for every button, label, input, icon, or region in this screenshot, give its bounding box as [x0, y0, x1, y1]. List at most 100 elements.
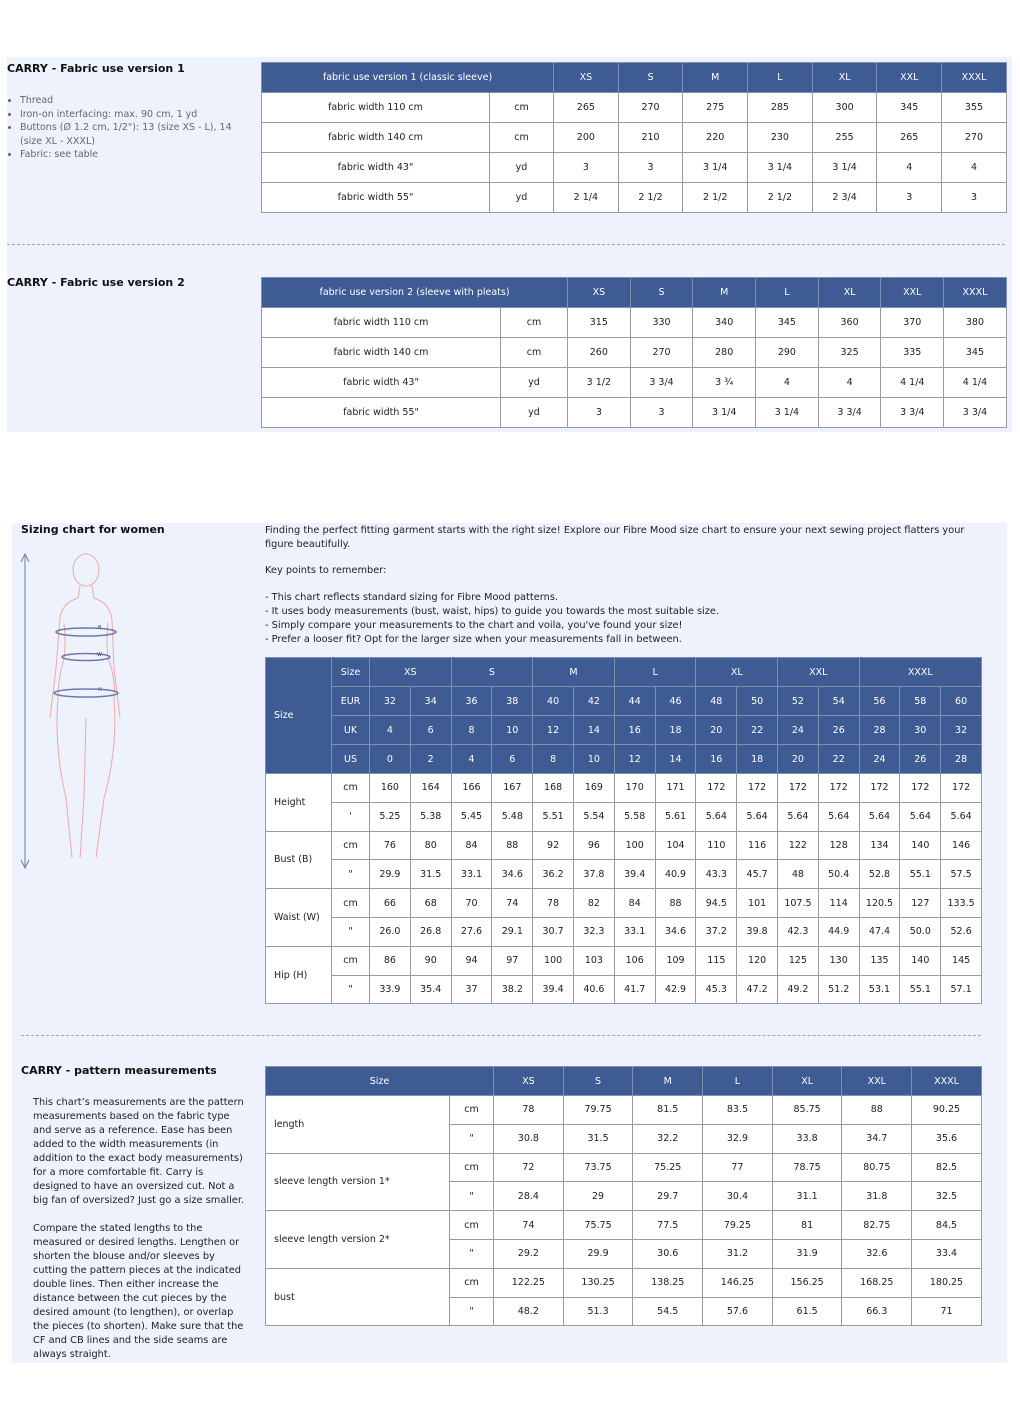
value: 71: [911, 1296, 982, 1327]
row-label: fabric width 140 cm: [261, 122, 490, 153]
unit: ": [331, 916, 370, 947]
value: 31.1: [771, 1181, 843, 1212]
value: 32.5: [911, 1181, 982, 1212]
value: 340: [692, 307, 757, 338]
value: 39.4: [613, 859, 656, 890]
value: 3: [629, 397, 694, 428]
size-header: L: [747, 62, 813, 93]
section-title: CARRY - Fabric use version 1: [7, 62, 185, 75]
value: 86: [369, 945, 411, 976]
size-header: M: [632, 1066, 704, 1096]
key-points: - This chart reflects standard sizing fo…: [265, 591, 980, 647]
value: 146.25: [702, 1267, 773, 1298]
row: " 33.9 35.4 37 38.2 39.4 40.6 41.7 42.9 45.3 47.2 4…: [266, 974, 982, 1005]
value: 27.6: [450, 916, 493, 947]
value: 39.8: [736, 916, 779, 947]
value: 330: [629, 307, 694, 338]
size-header: M: [682, 62, 749, 93]
value: 34.7: [841, 1123, 913, 1154]
value: 97: [491, 945, 534, 976]
key-point: - Simply compare your measurements to th…: [265, 620, 683, 631]
value: 72: [493, 1152, 564, 1183]
value: 4: [876, 152, 943, 183]
row: fabric width 140 cm cm 260 270 280 290 325 335 3…: [261, 337, 1007, 368]
value: 4: [755, 367, 819, 398]
value: 74: [493, 1210, 564, 1240]
system-value: 42: [573, 686, 615, 716]
value: 285: [747, 92, 813, 123]
waist-line: [61, 652, 111, 662]
section-title: Sizing chart for women: [21, 523, 165, 536]
unit: cm: [448, 1095, 495, 1125]
paragraph: This chart’s measurements are the patter…: [33, 1097, 245, 1206]
value: 80: [409, 830, 452, 861]
system-value: 28: [940, 744, 982, 774]
value: 5.45: [450, 801, 493, 832]
value: 5.25: [369, 801, 411, 832]
key-point: - It uses body measurements (bust, waist…: [265, 606, 720, 617]
value: 30.7: [532, 916, 574, 947]
value: 2 1/2: [747, 182, 813, 213]
value: 66.3: [841, 1296, 913, 1327]
value: 122.25: [493, 1267, 564, 1298]
value: 5.64: [695, 801, 738, 832]
value: 32.2: [632, 1123, 704, 1154]
system-value: 52: [777, 686, 819, 716]
value: 116: [736, 830, 779, 861]
value: 29.9: [562, 1238, 634, 1269]
figure-label: W: [97, 652, 102, 658]
system-name: US: [331, 744, 370, 774]
value: 35.6: [911, 1123, 982, 1154]
value: 100: [532, 945, 574, 976]
value: 48.2: [493, 1296, 564, 1327]
value: 120.5: [858, 888, 901, 918]
value: 138.25: [632, 1267, 704, 1298]
value: 265: [876, 122, 943, 153]
list-item: Fabric: see table: [20, 148, 255, 162]
row: sleeve length version 2* cm 74 75.75 77.5 79.…: [265, 1210, 982, 1269]
system-value: 40: [532, 686, 574, 716]
system-value: 50: [736, 686, 779, 716]
value: 84.5: [911, 1210, 982, 1240]
system-value: 26: [817, 715, 860, 745]
divider: [21, 1035, 981, 1036]
value: 42.3: [777, 916, 819, 947]
fabric-table: fabric use version 1 (classic sleeve) XS S…: [260, 62, 1007, 213]
system-value: 60: [940, 686, 982, 716]
value: 3: [876, 182, 943, 213]
value: 37.2: [695, 916, 738, 947]
value: 134: [858, 830, 901, 861]
measure-label: Height: [265, 773, 332, 832]
value: 103: [573, 945, 615, 976]
value: 4: [817, 367, 882, 398]
value: 49.2: [777, 974, 819, 1005]
value: 325: [817, 337, 882, 368]
size-header: M: [532, 657, 615, 687]
value: 172: [899, 773, 942, 803]
row: " 29.9 31.5 33.1 34.6 36.2 37.8 39.4 40.9 43.3 45.…: [266, 859, 982, 890]
value: 88: [841, 1095, 913, 1125]
value: 42.9: [654, 974, 697, 1005]
value: 32.3: [573, 916, 615, 947]
value: 37: [450, 974, 493, 1005]
value: 133.5: [940, 888, 982, 918]
value: 82.5: [911, 1152, 982, 1183]
value: 31.5: [409, 859, 452, 890]
system-value: 30: [899, 715, 942, 745]
value: 255: [811, 122, 878, 153]
system-value: 20: [695, 715, 738, 745]
value: 61.5: [771, 1296, 843, 1327]
size-header: XL: [771, 1066, 843, 1096]
row-label: fabric width 43": [261, 152, 490, 183]
value: 360: [817, 307, 882, 338]
system-value: 18: [736, 744, 779, 774]
value: 160: [369, 773, 411, 803]
bust-line: [55, 627, 117, 637]
value: 140: [899, 945, 942, 976]
value: 82: [573, 888, 615, 918]
value: 31.8: [841, 1181, 913, 1212]
value: 54.5: [632, 1296, 704, 1327]
unit: ': [331, 801, 370, 832]
value: 52.6: [940, 916, 982, 947]
